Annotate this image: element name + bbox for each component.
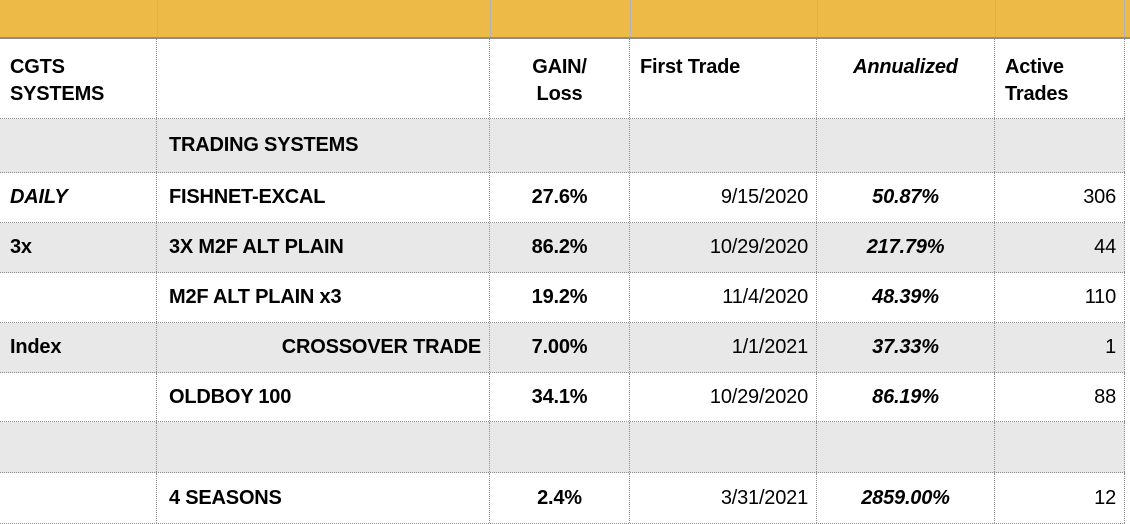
cell-row-label[interactable]: Index	[0, 323, 157, 372]
column-header-text: Trades	[1005, 83, 1069, 105]
cell-active-trades[interactable]	[995, 119, 1125, 172]
column-header-active-trades[interactable]: Active Trades	[995, 39, 1125, 118]
cell-row-label[interactable]	[0, 422, 157, 472]
band-column-divider	[995, 0, 996, 37]
table-row-section: TRADING SYSTEMS	[0, 119, 1125, 173]
band-column-divider	[1124, 0, 1125, 37]
band-column-divider	[157, 0, 158, 37]
column-header-text: Active	[1005, 56, 1064, 78]
cell-annualized[interactable]: 50.87%	[817, 173, 995, 222]
cell-gain-loss[interactable]	[490, 422, 630, 472]
cell-annualized[interactable]: 37.33%	[817, 323, 995, 372]
cell-gain-loss[interactable]: 19.2%	[490, 273, 630, 322]
column-header-text: SYSTEMS	[10, 83, 105, 105]
band-column-divider	[817, 0, 818, 37]
cell-annualized[interactable]: 2859.00%	[817, 473, 995, 523]
band-column-divider	[630, 0, 631, 37]
header-band	[0, 0, 1130, 39]
column-header-blank[interactable]	[157, 39, 490, 118]
column-header-text: Annualized	[853, 56, 958, 78]
cell-active-trades[interactable]: 306	[995, 173, 1125, 222]
cell-system-name[interactable]: FISHNET-EXCAL	[157, 173, 490, 222]
column-header-text: Loss	[536, 83, 583, 105]
cell-first-trade[interactable]: 1/1/2021	[630, 323, 817, 372]
cell-first-trade[interactable]: 11/4/2020	[630, 273, 817, 322]
cell-gain-loss[interactable]: 7.00%	[490, 323, 630, 372]
column-header-annualized[interactable]: Annualized	[817, 39, 995, 118]
cell-gain-loss[interactable]: 86.2%	[490, 223, 630, 272]
cell-row-label[interactable]	[0, 273, 157, 322]
column-header-row: CGTS SYSTEMS GAIN/ Loss First Trade Annu…	[0, 39, 1125, 119]
column-header-text: CGTS	[10, 56, 65, 78]
cell-active-trades[interactable]: 88	[995, 373, 1125, 421]
cell-first-trade[interactable]	[630, 422, 817, 472]
cell-active-trades[interactable]: 44	[995, 223, 1125, 272]
cell-system-name[interactable]: OLDBOY 100	[157, 373, 490, 421]
cell-first-trade[interactable]: 9/15/2020	[630, 173, 817, 222]
cell-gain-loss[interactable]: 2.4%	[490, 473, 630, 523]
cell-first-trade[interactable]: 10/29/2020	[630, 223, 817, 272]
cell-system-name[interactable]: CROSSOVER TRADE	[157, 323, 490, 372]
cell-gain-loss[interactable]: 34.1%	[490, 373, 630, 421]
column-header-first-trade[interactable]: First Trade	[630, 39, 817, 118]
cell-active-trades[interactable]	[995, 422, 1125, 472]
cell-first-trade[interactable]	[630, 119, 817, 172]
cell-system-name[interactable]: M2F ALT PLAIN x3	[157, 273, 490, 322]
band-column-divider	[490, 0, 491, 37]
table-row: DAILY FISHNET-EXCAL 27.6% 9/15/2020 50.8…	[0, 173, 1125, 223]
cell-annualized[interactable]: 86.19%	[817, 373, 995, 421]
cell-row-label[interactable]: 3x	[0, 223, 157, 272]
table-row-empty	[0, 422, 1125, 473]
column-header-text: First Trade	[640, 56, 741, 78]
cell-gain-loss[interactable]	[490, 119, 630, 172]
cell-system-name[interactable]: 3X M2F ALT PLAIN	[157, 223, 490, 272]
cell-annualized[interactable]: 217.79%	[817, 223, 995, 272]
cell-annualized[interactable]: 48.39%	[817, 273, 995, 322]
column-header-gain-loss[interactable]: GAIN/ Loss	[490, 39, 630, 118]
cell-first-trade[interactable]: 10/29/2020	[630, 373, 817, 421]
cell-row-label[interactable]	[0, 119, 157, 172]
cell-gain-loss[interactable]: 27.6%	[490, 173, 630, 222]
table-row: OLDBOY 100 34.1% 10/29/2020 86.19% 88	[0, 373, 1125, 422]
cell-active-trades[interactable]: 110	[995, 273, 1125, 322]
column-header-text: GAIN/	[532, 56, 587, 78]
cell-active-trades[interactable]: 1	[995, 323, 1125, 372]
column-header-cgts-systems[interactable]: CGTS SYSTEMS	[0, 39, 157, 118]
cell-annualized[interactable]	[817, 422, 995, 472]
table-row: 3x 3X M2F ALT PLAIN 86.2% 10/29/2020 217…	[0, 223, 1125, 273]
cell-row-label[interactable]: DAILY	[0, 173, 157, 222]
cell-active-trades[interactable]: 12	[995, 473, 1125, 523]
cell-annualized[interactable]	[817, 119, 995, 172]
cell-system-name[interactable]: 4 SEASONS	[157, 473, 490, 523]
cell-first-trade[interactable]: 3/31/2021	[630, 473, 817, 523]
cell-section-title[interactable]: TRADING SYSTEMS	[157, 119, 490, 172]
cell-row-label[interactable]	[0, 473, 157, 523]
table-row: M2F ALT PLAIN x3 19.2% 11/4/2020 48.39% …	[0, 273, 1125, 323]
table-row: Index CROSSOVER TRADE 7.00% 1/1/2021 37.…	[0, 323, 1125, 373]
table-row: 4 SEASONS 2.4% 3/31/2021 2859.00% 12	[0, 473, 1125, 524]
cell-row-label[interactable]	[0, 373, 157, 421]
cell-system-name[interactable]	[157, 422, 490, 472]
